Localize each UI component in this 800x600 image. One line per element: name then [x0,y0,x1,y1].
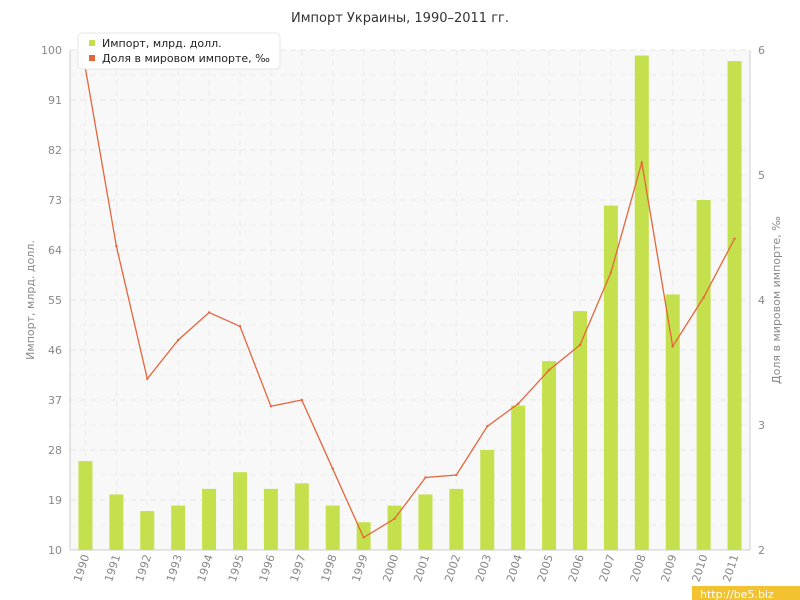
line-point [424,476,427,479]
line-point [486,425,489,428]
x-tick-label: 1990 [71,553,92,584]
credit-background [692,586,800,600]
y-tick-label-left: 28 [48,444,62,457]
bar [325,505,340,550]
y-tick-label-right: 6 [758,44,765,57]
bar [603,205,618,551]
bar [511,405,526,550]
x-tick-label: 1998 [319,553,340,584]
x-tick-label: 2001 [411,553,432,584]
credit-text: http://be5.biz [700,588,774,600]
legend-label-share: Доля в мировом импорте, ‰ [102,52,270,65]
line-point [269,405,273,408]
legend-swatch-share [89,55,95,61]
line-point [300,398,304,402]
bar [387,505,402,550]
x-tick-label: 1995 [226,553,247,584]
bar [202,488,217,550]
bar [78,461,93,550]
y-tick-label-left: 82 [48,144,62,157]
x-tick-label: 2000 [380,553,401,584]
y-tick-label-left: 55 [48,294,62,307]
y-tick-label-right: 5 [758,169,765,182]
legend-label-import: Импорт, млрд. долл. [102,37,222,50]
x-tick-label: 2009 [659,553,680,584]
line-point [146,377,149,380]
y-tick-label-right: 2 [758,544,765,557]
y-axis-label-left: Импорт, млрд. долл. [24,240,37,360]
line-point [609,271,613,274]
line-point [393,517,396,520]
x-tick-label: 2003 [473,553,494,584]
line-point [207,311,211,314]
bar [727,61,742,550]
y-tick-label-left: 19 [48,494,62,507]
y-tick-label-left: 37 [48,394,62,407]
line-point [362,536,365,539]
x-tick-label: 2011 [720,553,741,584]
bar [480,450,495,550]
bar [263,488,278,550]
line-point [733,237,736,240]
bar [449,488,464,550]
x-tick-label: 2007 [597,553,618,584]
line-point [455,473,458,477]
line-point [331,467,334,470]
line-point [238,325,242,328]
bar [294,483,309,550]
legend-box [77,32,281,70]
x-tick-label: 1996 [257,553,278,584]
legend-swatch-import [89,40,95,46]
y-tick-label-left: 10 [48,544,62,557]
bar-series [78,55,742,551]
y-tick-label-right: 3 [758,419,765,432]
bar [634,55,649,551]
x-tick-label: 1994 [195,553,216,584]
line-point [516,402,520,405]
y-tick-label-left: 64 [48,244,62,257]
bar [109,494,124,550]
credit-badge: http://be5.biz [692,586,800,600]
line-point [671,345,674,348]
x-tick-label: 1992 [133,553,154,584]
x-tick-label: 1997 [288,553,309,584]
x-tick-label: 2010 [689,553,710,584]
x-tick-label: 1993 [164,553,185,584]
bar [542,361,557,550]
y-axis-label-right: Доля в мировом импорте, ‰ [770,216,783,384]
line-point [702,296,705,299]
bar [233,472,247,550]
x-tick-label: 2006 [566,553,587,584]
y-tick-label-left: 100 [41,44,62,57]
bar [171,505,186,550]
line-point [115,245,118,248]
x-tick-label: 1991 [102,553,123,584]
x-tick-label: 2004 [504,553,525,584]
line-point [176,338,180,342]
y-tick-label-left: 73 [48,194,62,207]
axes [69,50,751,551]
x-tick-label: 2002 [442,553,463,584]
bar [140,511,155,550]
line-point [578,343,582,347]
x-tick-label: 1999 [349,553,370,584]
line-point [640,161,644,164]
bar [573,311,587,550]
x-tick-label: 2008 [628,553,649,584]
y-tick-label-left: 46 [48,344,62,357]
legend: Импорт, млрд. долл. Доля в мировом импор… [77,32,281,70]
bar [696,200,711,550]
bar [418,494,433,550]
bar [665,294,680,550]
line-point [547,368,551,372]
x-tick-label: 2005 [535,553,556,584]
grid [70,49,750,551]
chart-title: Импорт Украины, 1990–2011 гг. [291,11,509,26]
series-line [84,68,736,539]
y-tick-label-left: 91 [48,94,62,107]
y-tick-label-right: 4 [758,294,765,307]
